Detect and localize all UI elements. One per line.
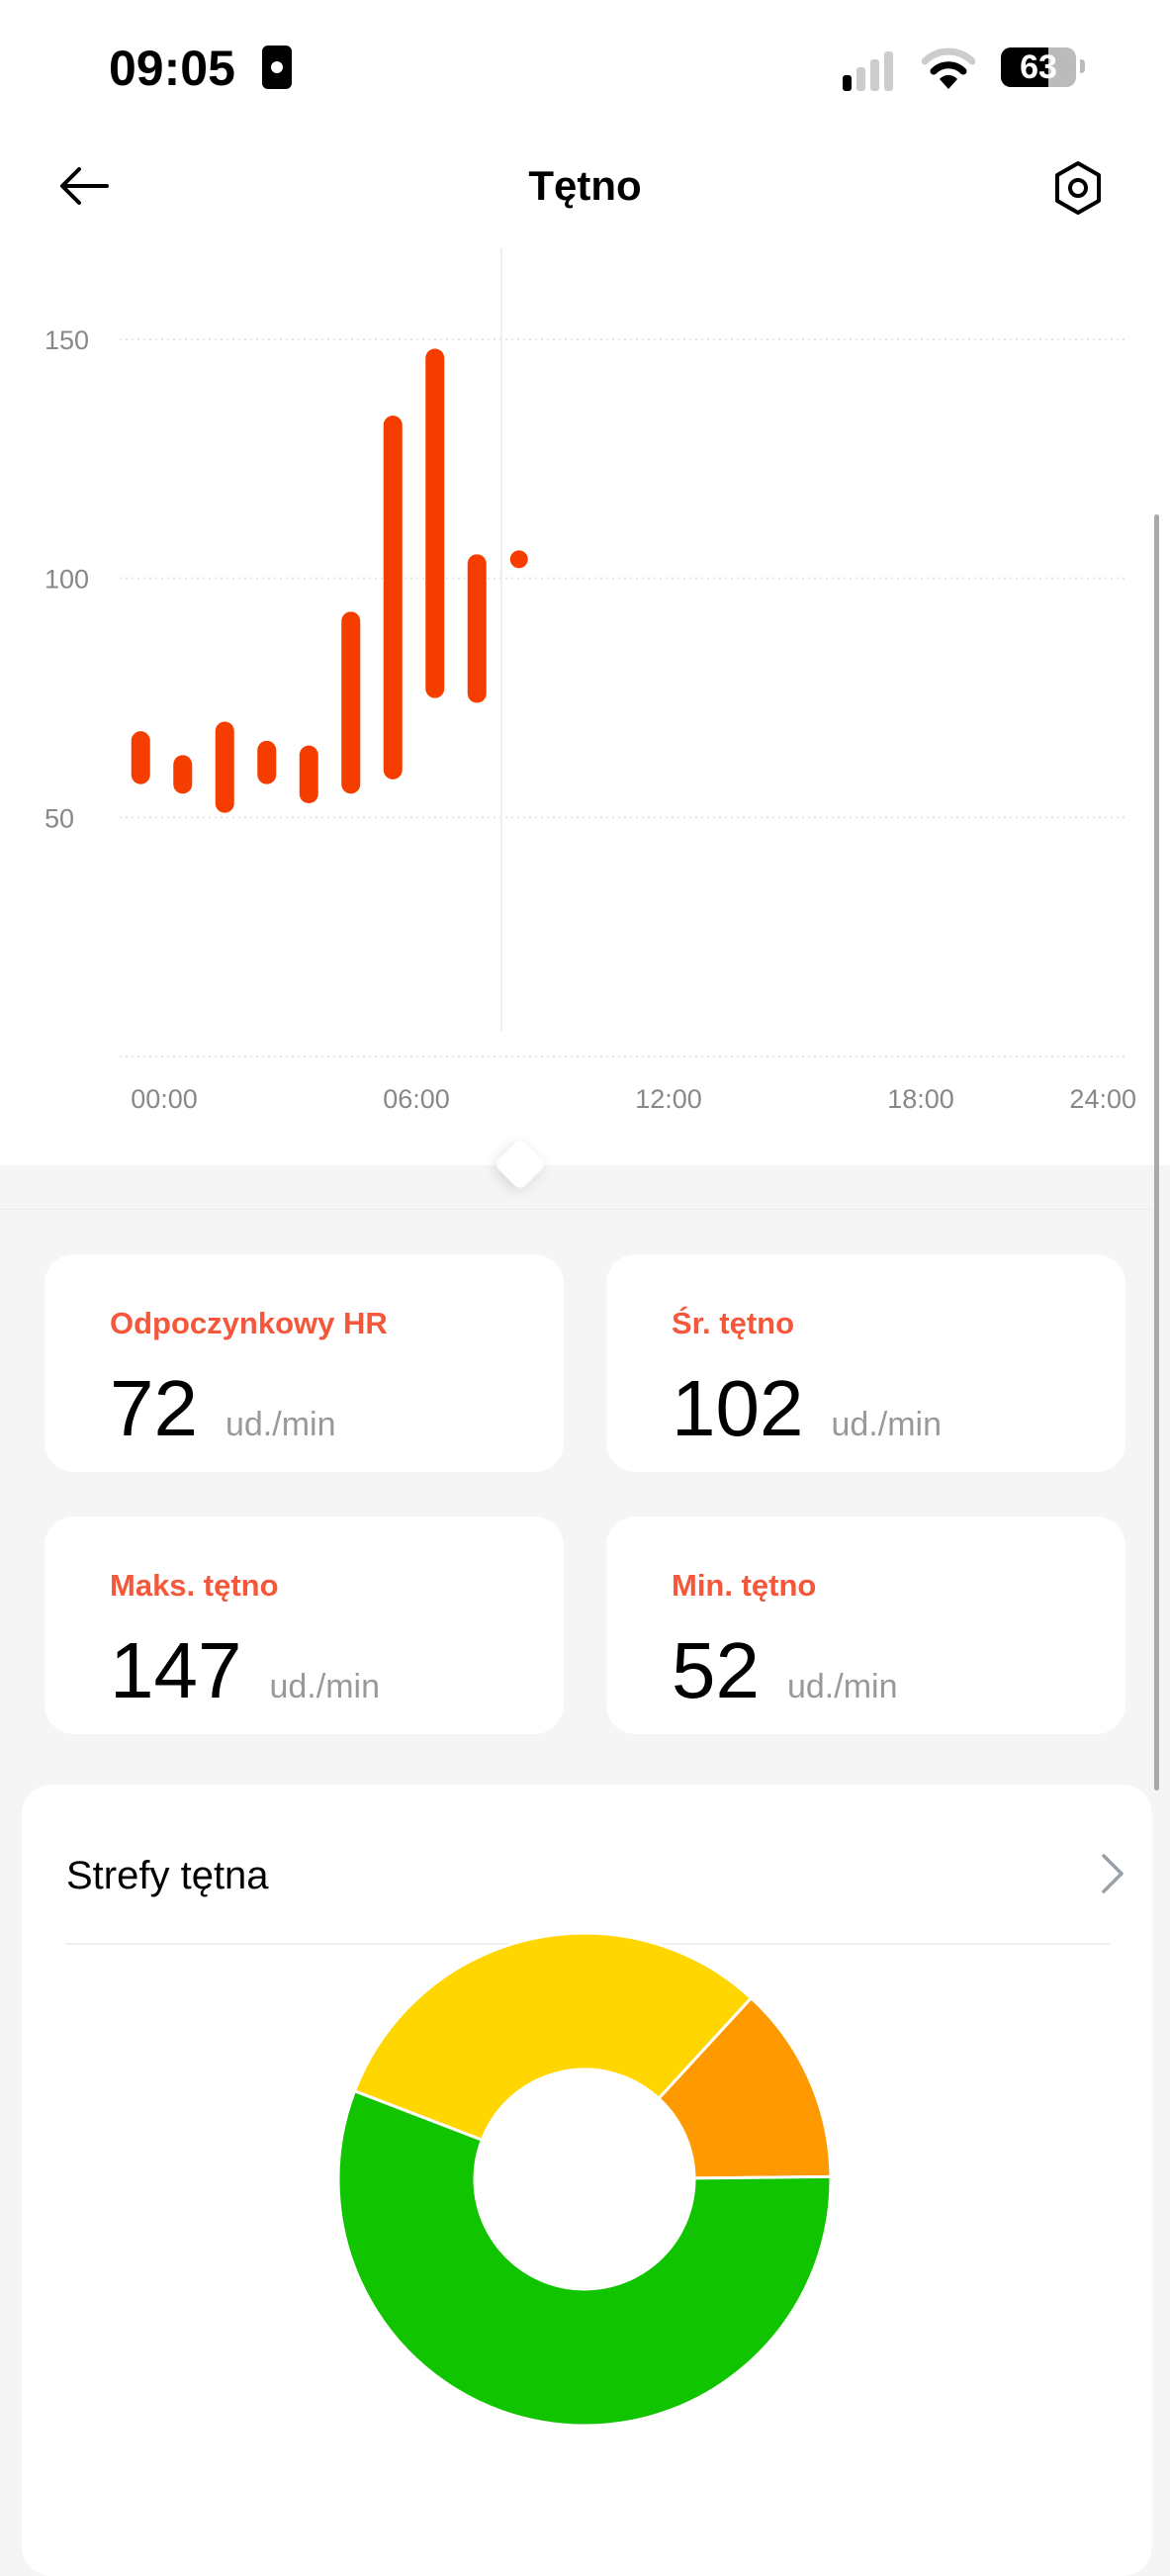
x-tick-label: 12:00 [635,1084,702,1114]
hexagon-settings-icon[interactable] [1053,160,1103,216]
battery-icon: 63 [1001,47,1076,87]
stat-unit: ud./min [786,1668,898,1705]
arrow-left-icon[interactable] [59,166,109,206]
stat-card-max-hr[interactable]: Maks. tętno 147 ud./min [45,1517,564,1734]
status-time: 09:05 [109,41,235,96]
stat-value: 52 [672,1626,760,1714]
hr-range-bar [257,740,277,784]
hr-range-bar [383,415,403,780]
stat-card-resting-hr[interactable]: Odpoczynkowy HR 72 ud./min [45,1254,564,1472]
stat-unit: ud./min [225,1406,336,1443]
chart-panel [0,0,1170,1165]
x-tick-label: 06:00 [383,1084,450,1114]
stat-label: Maks. tętno [110,1568,279,1603]
hr-range-bar [467,554,487,703]
hr-range-bar [215,721,234,813]
wifi-icon [922,47,975,89]
stat-unit: ud./min [269,1668,380,1705]
zone-slice [657,1995,833,2180]
battery-tip [1080,59,1085,73]
heart-rate-chart[interactable]: 50 100 150 00:00 06:00 12:00 18:00 24:00 [0,247,1170,1138]
stat-label: Min. tętno [672,1568,817,1603]
x-tick-label: 00:00 [131,1084,198,1114]
cellular-signal-icon [843,51,898,91]
page-title: Tętno [528,162,642,209]
hr-range-bar [341,611,361,794]
zone-slice [352,1931,754,2143]
id-card-icon [262,46,292,89]
stat-card-avg-hr[interactable]: Śr. tętno 102 ud./min [606,1254,1125,1472]
stat-value-row: 72 ud./min [110,1363,335,1454]
hr-range-bar [173,755,193,794]
y-tick-label: 150 [45,325,89,355]
hr-range-bar [425,348,445,698]
stat-value: 147 [110,1626,242,1714]
x-tick-label: 24:00 [1069,1084,1136,1114]
zones-donut-chart [336,1931,833,2428]
stat-card-min-hr[interactable]: Min. tętno 52 ud./min [606,1517,1125,1734]
stat-value: 102 [672,1364,804,1452]
stat-value-row: 52 ud./min [672,1625,897,1716]
y-tick-label: 50 [45,803,74,833]
hr-range-bar [131,731,150,784]
hr-range-bar [299,745,318,803]
stat-value-row: 147 ud./min [110,1625,380,1716]
stat-label: Odpoczynkowy HR [110,1306,388,1340]
divider [0,1209,1157,1210]
x-tick-label: 18:00 [887,1084,954,1114]
stat-value-row: 102 ud./min [672,1363,942,1454]
y-tick-label: 100 [45,565,89,595]
chevron-right-icon[interactable] [1100,1852,1125,1895]
nav-bar: Tętno [0,148,1170,228]
scrollbar[interactable] [1154,514,1159,1791]
zone-slice [336,2088,833,2428]
stat-unit: ud./min [831,1406,942,1443]
heart-rate-zones-card[interactable]: Strefy tętna [22,1785,1152,2576]
stat-label: Śr. tętno [672,1306,795,1340]
hr-point [509,550,528,569]
zones-title: Strefy tętna [66,1854,269,1897]
status-bar: 09:05 63 [0,40,1170,109]
stat-value: 72 [110,1364,198,1452]
